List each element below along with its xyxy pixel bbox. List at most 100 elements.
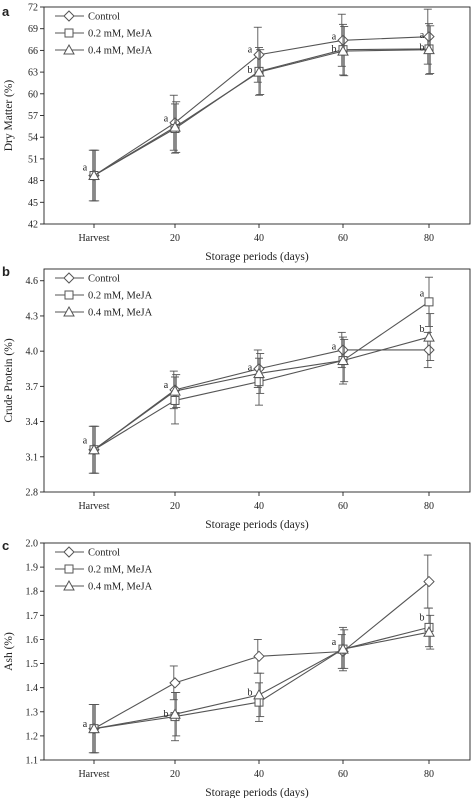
y-tick-label: 4.0 — [26, 347, 39, 358]
data-point — [169, 385, 181, 396]
panel-letter: c — [2, 538, 9, 553]
y-tick-label: 4.3 — [26, 311, 39, 322]
significance-label: a — [248, 45, 253, 56]
x-tick-label: 20 — [170, 233, 180, 244]
x-tick-label: 80 — [424, 501, 434, 512]
significance-label: b — [164, 709, 169, 720]
chart-panel-a: a 42 45 48 51 54 57 60 63 66 69 72 Harvest 20 40 60 80 St… — [2, 3, 471, 263]
series-1 — [89, 607, 434, 754]
legend: Control 0.2 mM, MeJA 0.4 mM, MeJA — [55, 546, 153, 593]
y-tick-label: 60 — [28, 89, 38, 100]
legend-label: Control — [88, 274, 120, 285]
legend-label: 0.4 mM, MeJA — [88, 582, 153, 593]
series-line — [93, 349, 429, 451]
series-2 — [88, 25, 435, 202]
legend-marker — [63, 546, 75, 558]
data-point — [253, 688, 265, 700]
significance-label: a — [164, 113, 169, 124]
y-tick-label: 48 — [28, 176, 38, 187]
y-tick-label: 66 — [28, 46, 38, 57]
x-tick-label: 80 — [424, 769, 434, 780]
significance-label: a — [420, 30, 425, 41]
y-tick-label: 54 — [28, 133, 38, 144]
legend-marker — [64, 290, 74, 300]
y-tick-label: 63 — [28, 68, 38, 79]
significance-label: b — [332, 44, 337, 55]
significance-label: b — [420, 613, 425, 624]
x-tick-label: Harvest — [78, 233, 109, 244]
chart-panel-c: c 1.1 1.2 1.3 1.4 1.5 1.6 1.7 1.8 1.9 2.0 Harvest 20… — [2, 538, 471, 798]
data-point — [423, 344, 435, 356]
x-tick-label: 20 — [170, 501, 180, 512]
y-tick-label: 1.2 — [26, 731, 39, 742]
data-point — [423, 626, 435, 637]
data-point — [88, 722, 100, 734]
y-axis-title: Ash (%) — [3, 632, 15, 671]
data-point — [253, 650, 265, 663]
legend-marker — [63, 305, 75, 317]
data-point — [423, 43, 435, 55]
x-tick-label: 40 — [254, 501, 264, 512]
significance-label: b — [248, 65, 253, 76]
y-tick-label: 42 — [28, 220, 38, 231]
legend-label: Control — [88, 548, 120, 559]
plot-frame — [43, 6, 471, 225]
data-point — [423, 575, 435, 588]
legend-marker — [63, 272, 75, 284]
significance-label: a — [83, 163, 88, 174]
data-point — [337, 643, 349, 654]
y-tick-label: 1.9 — [26, 563, 39, 574]
x-tick-label: 60 — [338, 233, 348, 244]
significance-label: a — [164, 380, 169, 391]
plot-frame — [43, 268, 471, 493]
legend-label: Control — [88, 12, 120, 23]
significance-label: a — [248, 363, 253, 374]
y-tick-label: 1.8 — [26, 587, 39, 598]
significance-label: a — [332, 341, 337, 352]
y-tick-label: 1.4 — [26, 683, 39, 694]
legend: Control 0.2 mM, MeJA 0.4 mM, MeJA — [55, 272, 153, 319]
data-point — [88, 443, 100, 455]
data-point — [253, 367, 265, 378]
x-tick-label: 80 — [424, 233, 434, 244]
plot-frame — [43, 542, 471, 761]
y-tick-label: 1.7 — [26, 611, 39, 622]
significance-label: b — [248, 687, 253, 698]
data-point — [423, 331, 435, 342]
data-point — [169, 677, 181, 689]
significance-label: b — [420, 43, 425, 54]
y-tick-label: 57 — [28, 111, 38, 122]
x-tick-label: Harvest — [78, 501, 109, 512]
legend-marker — [63, 579, 75, 591]
chart-panel-b: b 2.8 3.1 3.4 3.7 4.0 4.3 4.6 Harvest 20 40 60 80 Sto… — [2, 264, 471, 531]
y-tick-label: 51 — [28, 154, 38, 165]
data-point — [254, 377, 264, 387]
series-2 — [88, 614, 435, 754]
x-tick-label: 60 — [338, 769, 348, 780]
legend: Control 0.2 mM, MeJA 0.4 mM, MeJA — [55, 10, 153, 57]
data-point — [337, 45, 349, 56]
y-tick-label: 1.5 — [26, 659, 39, 670]
data-point — [253, 66, 265, 77]
significance-label: a — [83, 719, 88, 730]
data-point — [170, 395, 180, 405]
legend-marker — [63, 10, 75, 22]
legend-label: 0.4 mM, MeJA — [88, 46, 153, 57]
y-tick-label: 45 — [28, 198, 38, 209]
legend-marker — [64, 28, 74, 38]
legend-marker — [63, 43, 75, 55]
y-tick-label: 72 — [28, 3, 38, 14]
x-tick-label: Harvest — [78, 769, 109, 780]
data-point — [169, 121, 181, 132]
x-tick-label: 60 — [338, 501, 348, 512]
data-point — [424, 297, 434, 307]
legend-label: 0.2 mM, MeJA — [88, 565, 153, 576]
panel-letter: a — [2, 4, 10, 19]
y-tick-label: 3.7 — [26, 382, 39, 393]
y-axis-title: Crude Protein (%) — [3, 338, 15, 422]
y-tick-label: 2.0 — [26, 539, 39, 550]
y-tick-label: 2.8 — [26, 488, 39, 499]
significance-label: b — [420, 324, 425, 335]
y-tick-label: 4.6 — [26, 276, 39, 287]
